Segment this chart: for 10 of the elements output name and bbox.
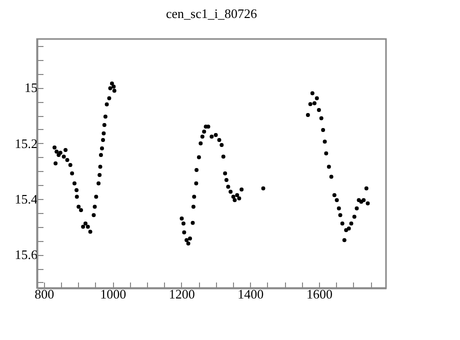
x-tick-label: 1200 [168, 286, 195, 302]
x-tick-label: 1400 [238, 286, 264, 302]
chart-title: cen_sc1_i_80726 [166, 6, 258, 21]
y-tick-label: 15.6 [14, 247, 38, 262]
y-tick-label: 15 [24, 80, 38, 96]
x-tick-label: 1000 [100, 286, 126, 302]
x-tick-label: 1600 [306, 286, 332, 302]
y-tick-label: 15.4 [14, 191, 38, 206]
y-tick-label: 15.2 [14, 136, 38, 151]
x-tick-label: 800 [34, 286, 54, 302]
